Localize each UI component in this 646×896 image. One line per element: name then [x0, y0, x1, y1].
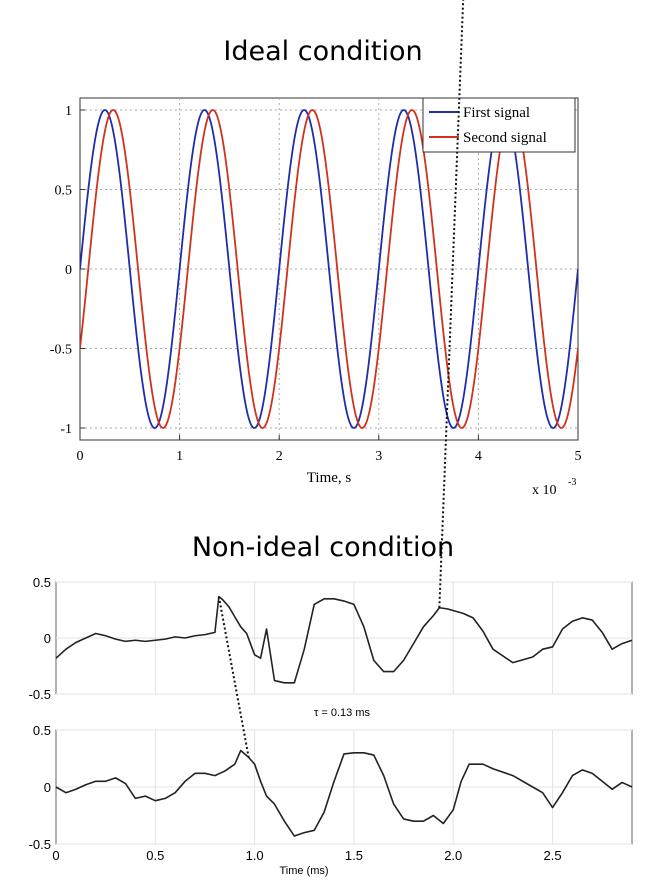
y-tick-label: 0 — [44, 631, 51, 646]
x-tick-label: 2.0 — [444, 848, 462, 863]
y-tick-label: 0 — [65, 263, 72, 278]
y-tick-label: -0.5 — [50, 343, 72, 358]
x-tick-label: 2.5 — [544, 848, 562, 863]
y-tick-label: 0 — [44, 780, 51, 795]
y-tick-label: -0.5 — [29, 837, 51, 852]
x-tick-label: 2 — [276, 449, 283, 464]
series-line-2 — [80, 109, 578, 429]
x-tick-label: 0 — [52, 848, 59, 863]
x-tick-label: 1.0 — [246, 848, 264, 863]
x-axis-label: Time, s — [307, 470, 352, 486]
y-tick-label: -0.5 — [29, 687, 51, 702]
y-tick-label: -1 — [60, 422, 72, 437]
legend-label: First signal — [463, 105, 530, 121]
legend-box — [422, 97, 576, 153]
x-tick-label: 4 — [475, 449, 482, 464]
legend-label: Second signal — [463, 130, 547, 146]
y-tick-label: 0.5 — [33, 723, 51, 738]
delay-annotation: τ = 0.13 ms — [314, 707, 371, 719]
signal-trace-2 — [55, 749, 633, 837]
y-tick-label: 0.5 — [55, 184, 73, 199]
chart-title-ideal: Ideal condition — [223, 36, 423, 67]
x-tick-label: 0.5 — [146, 848, 164, 863]
x-tick-label: 5 — [575, 449, 582, 464]
chart-title-nonideal: Non-ideal condition — [191, 532, 455, 563]
x-multiplier-exponent: -3 — [568, 477, 576, 488]
delay-connector — [217, 596, 250, 758]
x-tick-label: 1.5 — [345, 848, 363, 863]
x-multiplier-label: x 10 — [532, 483, 557, 498]
x-axis-label: Time (ms) — [279, 865, 328, 877]
signal-trace-1 — [55, 595, 633, 684]
x-tick-label: 1 — [176, 449, 183, 464]
x-tick-label: 3 — [375, 449, 382, 464]
y-tick-label: 1 — [65, 104, 72, 119]
delay-connector — [438, 0, 465, 608]
y-tick-label: 0.5 — [33, 575, 51, 590]
x-tick-label: 0 — [77, 449, 84, 464]
